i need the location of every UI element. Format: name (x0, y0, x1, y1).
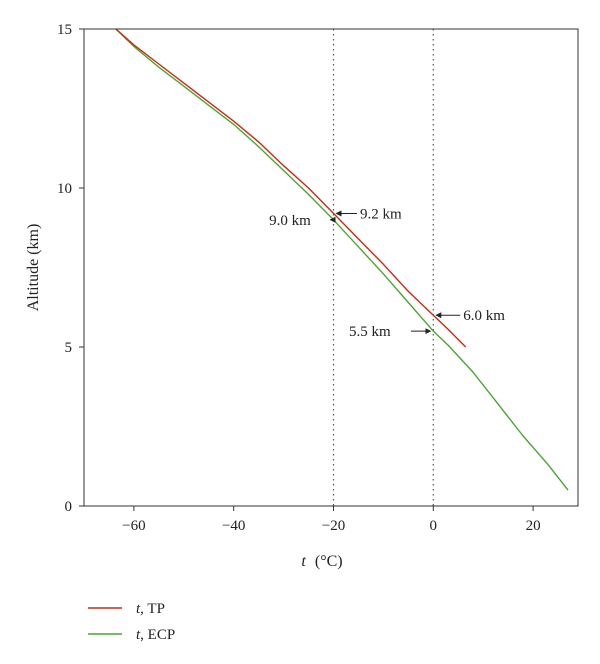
annotation-label: 5.5 km (349, 324, 391, 340)
y-tick-label: 0 (65, 499, 73, 515)
x-tick-label: −20 (322, 518, 345, 534)
series-line-ecp (115, 28, 569, 491)
legend: t, TP t, ECP (88, 601, 175, 643)
axis-ticks: −60 −40 −20 0 20 0 5 10 15 (57, 22, 541, 534)
series-line-tp (115, 28, 467, 348)
legend-label-tp: t, TP (136, 601, 165, 617)
x-axis-label: t (°C) (301, 553, 342, 570)
y-tick-label: 5 (65, 340, 73, 356)
annotation-label: 9.2 km (360, 206, 402, 222)
x-tick-label: 20 (526, 518, 541, 534)
x-tick-label: −40 (222, 518, 245, 534)
y-axis-label: Altitude (km) (25, 224, 42, 312)
x-tick-label: −60 (122, 518, 145, 534)
annotations: 9.2 km 9.0 km 6.0 km 5.5 km (269, 206, 505, 340)
y-tick-label: 10 (57, 181, 72, 197)
legend-label-ecp: t, ECP (136, 627, 175, 643)
annotation-label: 9.0 km (269, 213, 311, 229)
series-lines (115, 28, 569, 491)
x-tick-label: 0 (430, 518, 438, 534)
x-axis-label-var: t (301, 553, 306, 570)
reference-lines (332, 29, 434, 506)
y-tick-label: 15 (57, 22, 72, 38)
x-axis-label-unit: (°C) (315, 553, 343, 570)
plot-frame (83, 28, 579, 507)
annotation-label: 6.0 km (463, 308, 505, 324)
